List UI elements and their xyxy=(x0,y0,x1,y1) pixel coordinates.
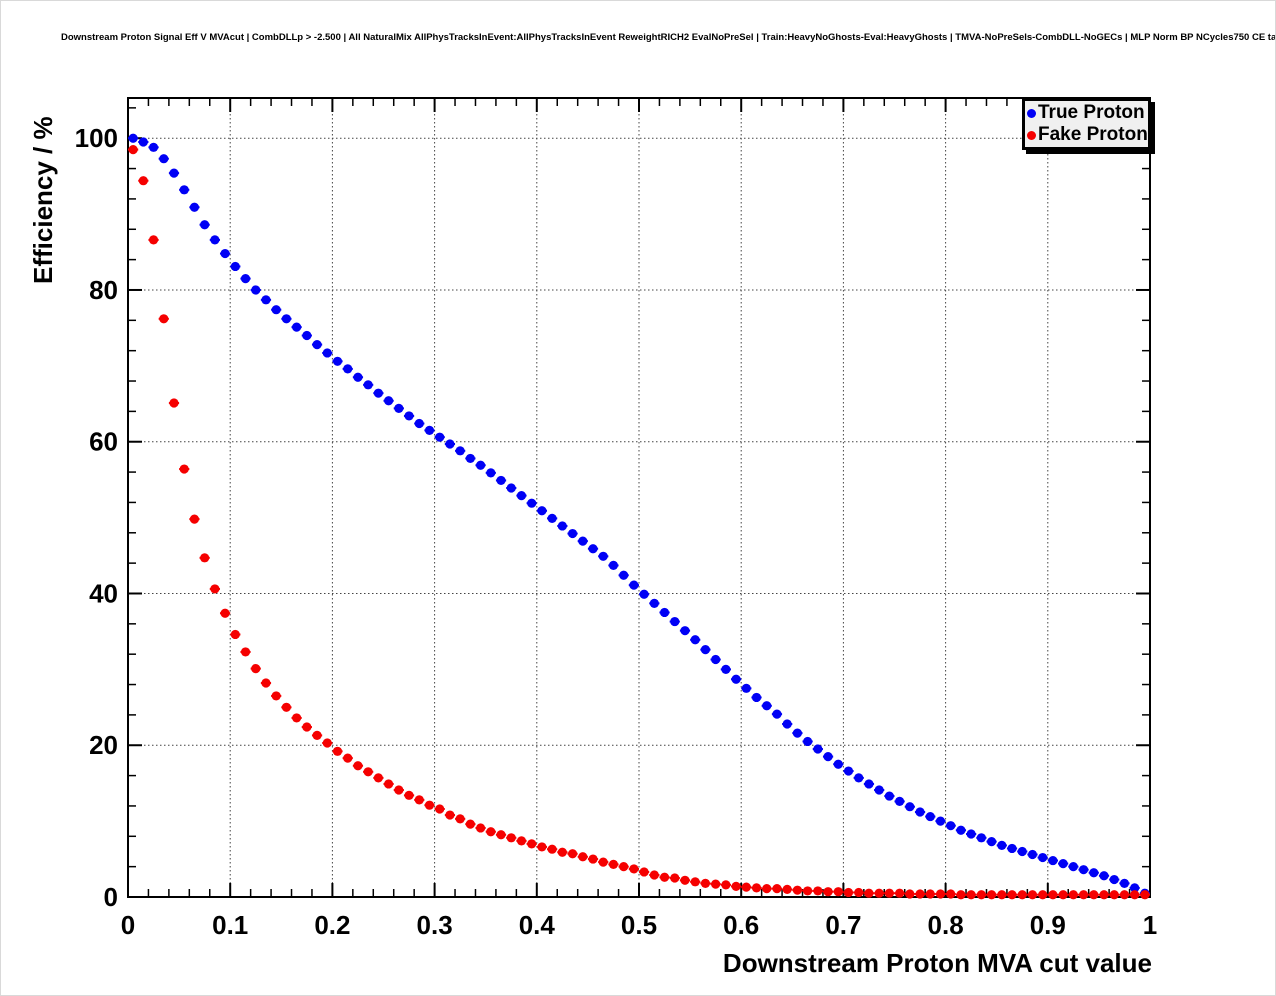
svg-text:0: 0 xyxy=(104,882,118,912)
legend-item: True Proton xyxy=(1027,102,1148,124)
svg-text:60: 60 xyxy=(89,427,118,457)
legend-item: Fake Proton xyxy=(1027,124,1148,146)
y-axis-title: Efficiency / % xyxy=(28,116,58,284)
svg-text:0.7: 0.7 xyxy=(825,910,861,940)
svg-text:0.4: 0.4 xyxy=(519,910,556,940)
svg-text:20: 20 xyxy=(89,730,118,760)
svg-text:40: 40 xyxy=(89,578,118,608)
svg-text:0.2: 0.2 xyxy=(314,910,350,940)
svg-text:1: 1 xyxy=(1143,910,1157,940)
svg-text:100: 100 xyxy=(75,123,118,153)
svg-text:0.1: 0.1 xyxy=(212,910,248,940)
legend: True Proton Fake Proton xyxy=(1022,98,1151,150)
legend-label: Fake Proton xyxy=(1038,124,1148,145)
svg-text:0: 0 xyxy=(121,910,135,940)
svg-text:80: 80 xyxy=(89,275,118,305)
legend-marker-icon xyxy=(1027,130,1036,140)
x-axis-title: Downstream Proton MVA cut value xyxy=(722,948,1152,978)
legend-marker-icon xyxy=(1027,108,1036,118)
legend-label: True Proton xyxy=(1038,102,1145,123)
svg-text:0.9: 0.9 xyxy=(1030,910,1066,940)
svg-text:0.5: 0.5 xyxy=(621,910,657,940)
svg-text:0.3: 0.3 xyxy=(417,910,453,940)
plot-title: Downstream Proton Signal Eff V MVAcut | … xyxy=(61,32,1276,43)
svg-text:0.8: 0.8 xyxy=(928,910,964,940)
svg-text:0.6: 0.6 xyxy=(723,910,759,940)
